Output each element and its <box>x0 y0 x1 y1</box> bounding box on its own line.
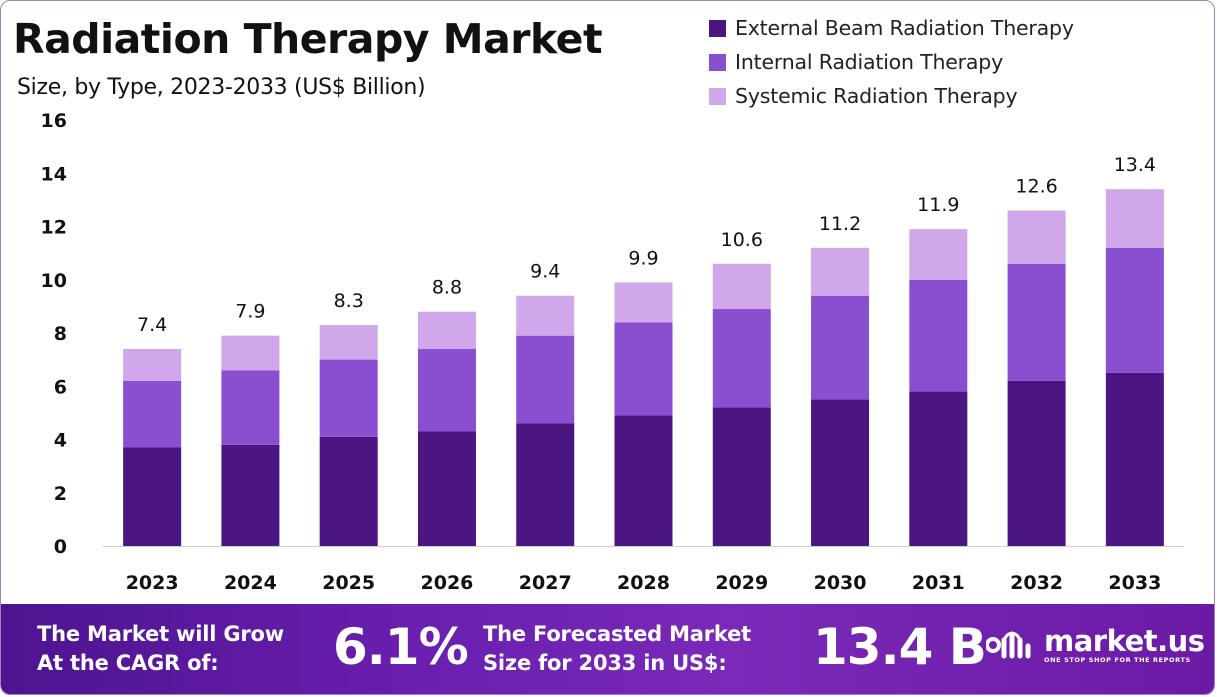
y-tick-label: 4 <box>54 430 67 452</box>
cagr-label-line1: The Market will Grow <box>37 622 284 646</box>
bar-segment-systemic <box>909 229 968 280</box>
bar-segment-systemic <box>1007 210 1066 264</box>
bar-total-label: 11.2 <box>819 213 861 235</box>
legend-swatch-systemic <box>709 87 726 105</box>
y-tick-label: 2 <box>54 483 67 505</box>
bar-segment-systemic <box>811 247 870 296</box>
x-tick-label: 2027 <box>519 572 572 594</box>
legend-swatch-external-beam <box>709 19 726 37</box>
legend-item-systemic: Systemic Radiation Therapy <box>709 79 1074 113</box>
bar-segment-systemic <box>123 348 182 381</box>
x-tick-label: 2028 <box>617 572 670 594</box>
x-tick-label: 2033 <box>1108 572 1161 594</box>
bar-total-label: 8.3 <box>334 290 364 312</box>
x-tick-label: 2025 <box>322 572 375 594</box>
cagr-value: 6.1% <box>333 618 469 676</box>
legend-label-internal: Internal Radiation Therapy <box>735 50 1003 74</box>
logo-name: market.us <box>1044 624 1205 658</box>
x-tick-label: 2024 <box>224 572 277 594</box>
bar-segment-internal <box>811 295 870 400</box>
bar-total-label: 11.9 <box>917 194 959 216</box>
x-tick-label: 2026 <box>421 572 474 594</box>
bar-segment-external-beam <box>1007 380 1066 546</box>
bar-total-label: 13.4 <box>1114 154 1156 176</box>
logo-tagline: ONE STOP SHOP FOR THE REPORTS <box>1044 656 1191 664</box>
bar-segment-internal <box>909 279 968 392</box>
summary-banner: The Market will Grow At the CAGR of: 6.1… <box>1 604 1214 694</box>
bar-segment-external-beam <box>516 423 575 546</box>
bar-segment-external-beam <box>123 447 182 546</box>
bar-total-label: 12.6 <box>1015 176 1057 198</box>
bar-segment-internal <box>123 380 182 448</box>
x-tick-label: 2029 <box>715 572 768 594</box>
bar-segment-internal <box>319 359 378 437</box>
bar-segment-systemic <box>1105 189 1164 248</box>
bar-segment-systemic <box>516 295 575 336</box>
forecast-label: The Forecasted Market Size for 2033 in U… <box>483 620 751 678</box>
chart-title: Radiation Therapy Market <box>13 15 603 63</box>
x-tick-label: 2031 <box>912 572 965 594</box>
bar-total-label: 9.4 <box>530 261 560 283</box>
y-tick-label: 0 <box>54 536 67 558</box>
forecast-value: 13.4 B <box>813 618 987 676</box>
x-tick-label: 2030 <box>814 572 867 594</box>
legend-swatch-internal <box>709 53 726 71</box>
bar-segment-internal <box>417 348 476 432</box>
bar-segment-systemic <box>712 263 771 310</box>
bar-total-label: 7.4 <box>137 314 167 336</box>
stacked-bar-chart: 0 2 4 6 8 10 12 14 16 7.4 2023 7.9 2024 8.3 2025 8.8 202… <box>41 110 1184 594</box>
x-tick-label: 2032 <box>1010 572 1063 594</box>
y-tick-label: 6 <box>54 376 67 398</box>
y-tick-label: 16 <box>41 110 67 132</box>
forecast-label-line1: The Forecasted Market <box>483 622 752 646</box>
bar-segment-internal <box>1105 247 1164 373</box>
cagr-label-line2: At the CAGR of: <box>37 651 219 675</box>
bar-segment-external-beam <box>319 436 378 546</box>
bar-segment-external-beam <box>909 391 968 546</box>
bar-segment-external-beam <box>221 444 280 546</box>
legend-item-external-beam: External Beam Radiation Therapy <box>709 11 1074 45</box>
bar-total-label: 7.9 <box>235 301 265 323</box>
x-tick-label: 2023 <box>126 572 179 594</box>
forecast-label-line2: Size for 2033 in US$: <box>483 651 727 675</box>
bar-segment-systemic <box>417 311 476 349</box>
bar-segment-internal <box>1007 263 1066 381</box>
bar-segment-internal <box>516 335 575 424</box>
bar-segment-systemic <box>614 282 673 323</box>
bar-segment-external-beam <box>811 399 870 546</box>
bar-segment-external-beam <box>417 431 476 546</box>
bar-segment-external-beam <box>712 407 771 546</box>
legend: External Beam Radiation Therapy Internal… <box>709 11 1074 113</box>
market-us-logo: market.us ONE STOP SHOP FOR THE REPORTS <box>986 626 1205 664</box>
cagr-label: The Market will Grow At the CAGR of: <box>37 620 284 678</box>
market-us-logo-icon <box>986 631 1031 659</box>
legend-item-internal: Internal Radiation Therapy <box>709 45 1074 79</box>
legend-label-systemic: Systemic Radiation Therapy <box>735 84 1018 108</box>
bar-segment-external-beam <box>1105 372 1164 546</box>
bar-segment-internal <box>614 322 673 416</box>
legend-label-external-beam: External Beam Radiation Therapy <box>735 16 1074 40</box>
y-tick-label: 14 <box>41 163 67 185</box>
y-tick-label: 8 <box>54 323 67 345</box>
bar-segment-internal <box>221 370 280 445</box>
bar-total-label: 9.9 <box>628 247 658 269</box>
bar-segment-external-beam <box>614 415 673 546</box>
bar-total-label: 8.8 <box>432 277 462 299</box>
bar-segment-systemic <box>221 335 280 371</box>
y-tick-label: 10 <box>41 270 67 292</box>
bar-segment-systemic <box>319 325 378 360</box>
bar-total-label: 10.6 <box>721 229 763 251</box>
bar-segment-internal <box>712 309 771 408</box>
chart-subtitle: Size, by Type, 2023-2033 (US$ Billion) <box>17 75 426 100</box>
y-tick-label: 12 <box>41 217 67 239</box>
